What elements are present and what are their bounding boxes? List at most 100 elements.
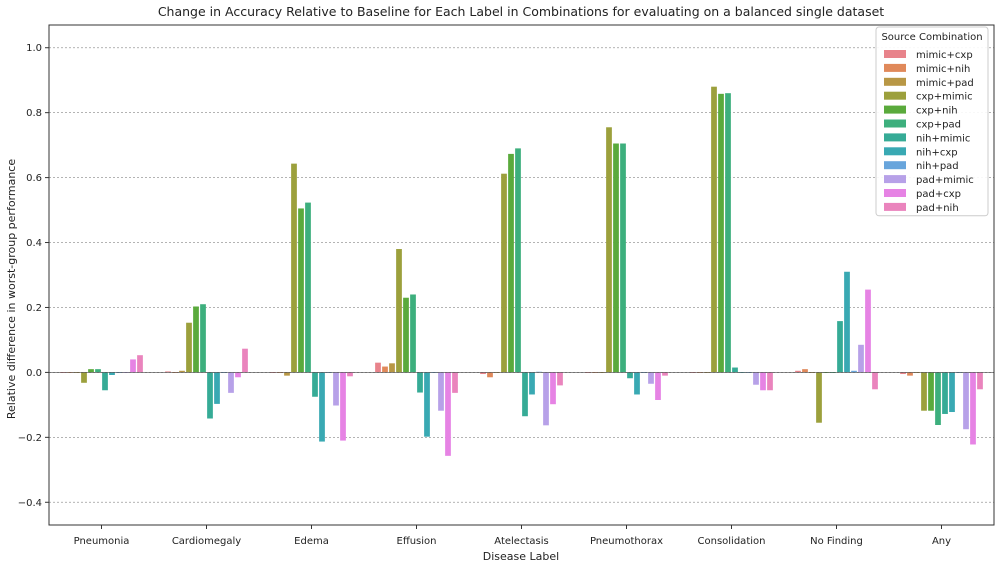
bar: [977, 372, 983, 390]
x-tick-label: Pneumonia: [74, 536, 130, 547]
x-tick-label: Pneumothorax: [590, 536, 663, 547]
bar: [410, 294, 416, 373]
bar: [718, 93, 724, 373]
bar: [298, 208, 304, 373]
y-tick-label: 0.6: [26, 173, 42, 184]
x-tick-label: Any: [932, 536, 951, 547]
bar: [942, 372, 948, 414]
x-axis: Pneumonia Cardiomegaly Edema Effusion Atelec…: [74, 525, 951, 547]
bar: [501, 173, 507, 373]
bar: [837, 321, 843, 373]
x-axis-label: Disease Label: [483, 550, 559, 563]
legend-swatch: [884, 133, 906, 142]
bar: [935, 372, 941, 425]
x-tick-label: Consolidation: [698, 536, 766, 547]
bar: [130, 359, 136, 373]
grid: [49, 47, 994, 503]
x-tick-label: Cardiomegaly: [172, 536, 241, 547]
bar: [802, 369, 808, 373]
bar: [725, 93, 731, 373]
bar: [550, 372, 556, 405]
bar: [340, 372, 346, 441]
y-tick-label: 0.0: [26, 368, 42, 379]
bar: [424, 372, 430, 437]
bar: [557, 372, 563, 386]
bar: [333, 372, 339, 406]
bar: [816, 372, 822, 423]
bar: [648, 372, 654, 384]
bar: [319, 372, 325, 442]
y-axis: −0.4 −0.2 0.0 0.2 0.4 0.6 0.8 1.0: [18, 43, 49, 509]
legend: Source Combination mimic+cxp mimic+nih mimi…: [875, 26, 989, 217]
y-tick-label: −0.2: [18, 433, 42, 444]
legend-swatch: [884, 189, 906, 197]
legend-label: nih+pad: [916, 161, 959, 172]
legend-swatch: [884, 202, 906, 211]
bar: [291, 163, 297, 373]
bar: [753, 372, 759, 385]
y-tick-label: 0.8: [26, 108, 42, 119]
bar: [109, 372, 115, 375]
legend-swatch: [884, 175, 906, 184]
x-tick-label: Edema: [294, 536, 329, 547]
legend-swatch: [884, 147, 906, 156]
bar: [452, 372, 458, 393]
bar: [508, 153, 514, 373]
bar: [165, 371, 171, 373]
bar: [396, 249, 402, 373]
bar: [305, 202, 311, 373]
bar: [536, 371, 542, 373]
x-tick-label: No Finding: [810, 536, 863, 547]
bar: [312, 372, 318, 397]
legend-swatch: [884, 161, 906, 170]
legend-label: mimic+pad: [916, 78, 974, 89]
bar: [515, 148, 521, 373]
legend-swatch: [884, 91, 906, 100]
legend-swatch: [884, 119, 906, 128]
bar: [851, 370, 857, 373]
bar: [634, 372, 640, 395]
legend-label: mimic+cxp: [916, 50, 973, 61]
bar: [193, 306, 199, 373]
bar: [795, 370, 801, 373]
y-axis-label: Relative difference in worst-group perfo…: [5, 159, 18, 419]
bar: [186, 322, 192, 373]
bar: [95, 369, 101, 373]
bar: [480, 372, 486, 375]
legend-label: pad+nih: [916, 203, 959, 214]
bar: [662, 372, 668, 376]
bar: [921, 372, 927, 411]
bar: [137, 355, 143, 373]
bar: [88, 369, 94, 373]
bar: [760, 372, 766, 391]
bar: [487, 372, 493, 378]
bar: [389, 363, 395, 373]
bar: [928, 372, 934, 411]
legend-label: cxp+pad: [916, 120, 961, 131]
legend-swatch: [884, 50, 906, 58]
bar: [900, 372, 906, 375]
bar: [179, 370, 185, 373]
legend-swatch: [884, 63, 906, 72]
bar: [543, 372, 549, 426]
bar: [627, 372, 633, 379]
bar: [417, 372, 423, 393]
bar: [207, 372, 213, 419]
y-tick-label: 0.4: [26, 238, 42, 249]
plot-frame: [48, 24, 995, 526]
bar: [655, 372, 661, 400]
legend-label: cxp+mimic: [916, 92, 973, 103]
bar: [382, 366, 388, 373]
legend-label: nih+cxp: [916, 147, 958, 158]
bar: [102, 372, 108, 391]
bar: [907, 372, 913, 376]
bar: [865, 289, 871, 373]
bar: [620, 143, 626, 373]
chart-title: Change in Accuracy Relative to Baseline …: [158, 4, 884, 19]
bar: [606, 127, 612, 373]
legend-swatch: [884, 77, 906, 86]
bar: [200, 304, 206, 373]
bar: [81, 372, 87, 383]
bar: [438, 372, 444, 411]
bar: [858, 344, 864, 373]
